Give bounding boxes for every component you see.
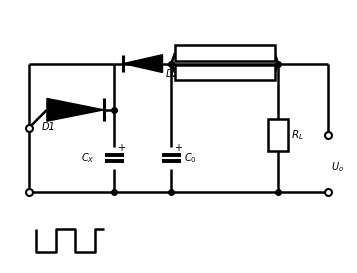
Bar — [268, 119, 288, 151]
Bar — [175, 65, 275, 80]
Text: +: + — [117, 143, 125, 153]
Text: +: + — [174, 143, 182, 153]
Text: D2: D2 — [166, 69, 180, 79]
Text: $U_o$: $U_o$ — [331, 160, 345, 174]
Text: R: R — [218, 69, 225, 79]
Polygon shape — [124, 55, 162, 73]
Text: D1: D1 — [42, 123, 56, 132]
Text: $R_L$: $R_L$ — [291, 128, 303, 142]
Text: R: R — [218, 49, 225, 59]
Text: $C_0$: $C_0$ — [184, 151, 197, 165]
Polygon shape — [47, 99, 104, 121]
Bar — [175, 45, 275, 61]
Text: $C_X$: $C_X$ — [81, 151, 95, 165]
